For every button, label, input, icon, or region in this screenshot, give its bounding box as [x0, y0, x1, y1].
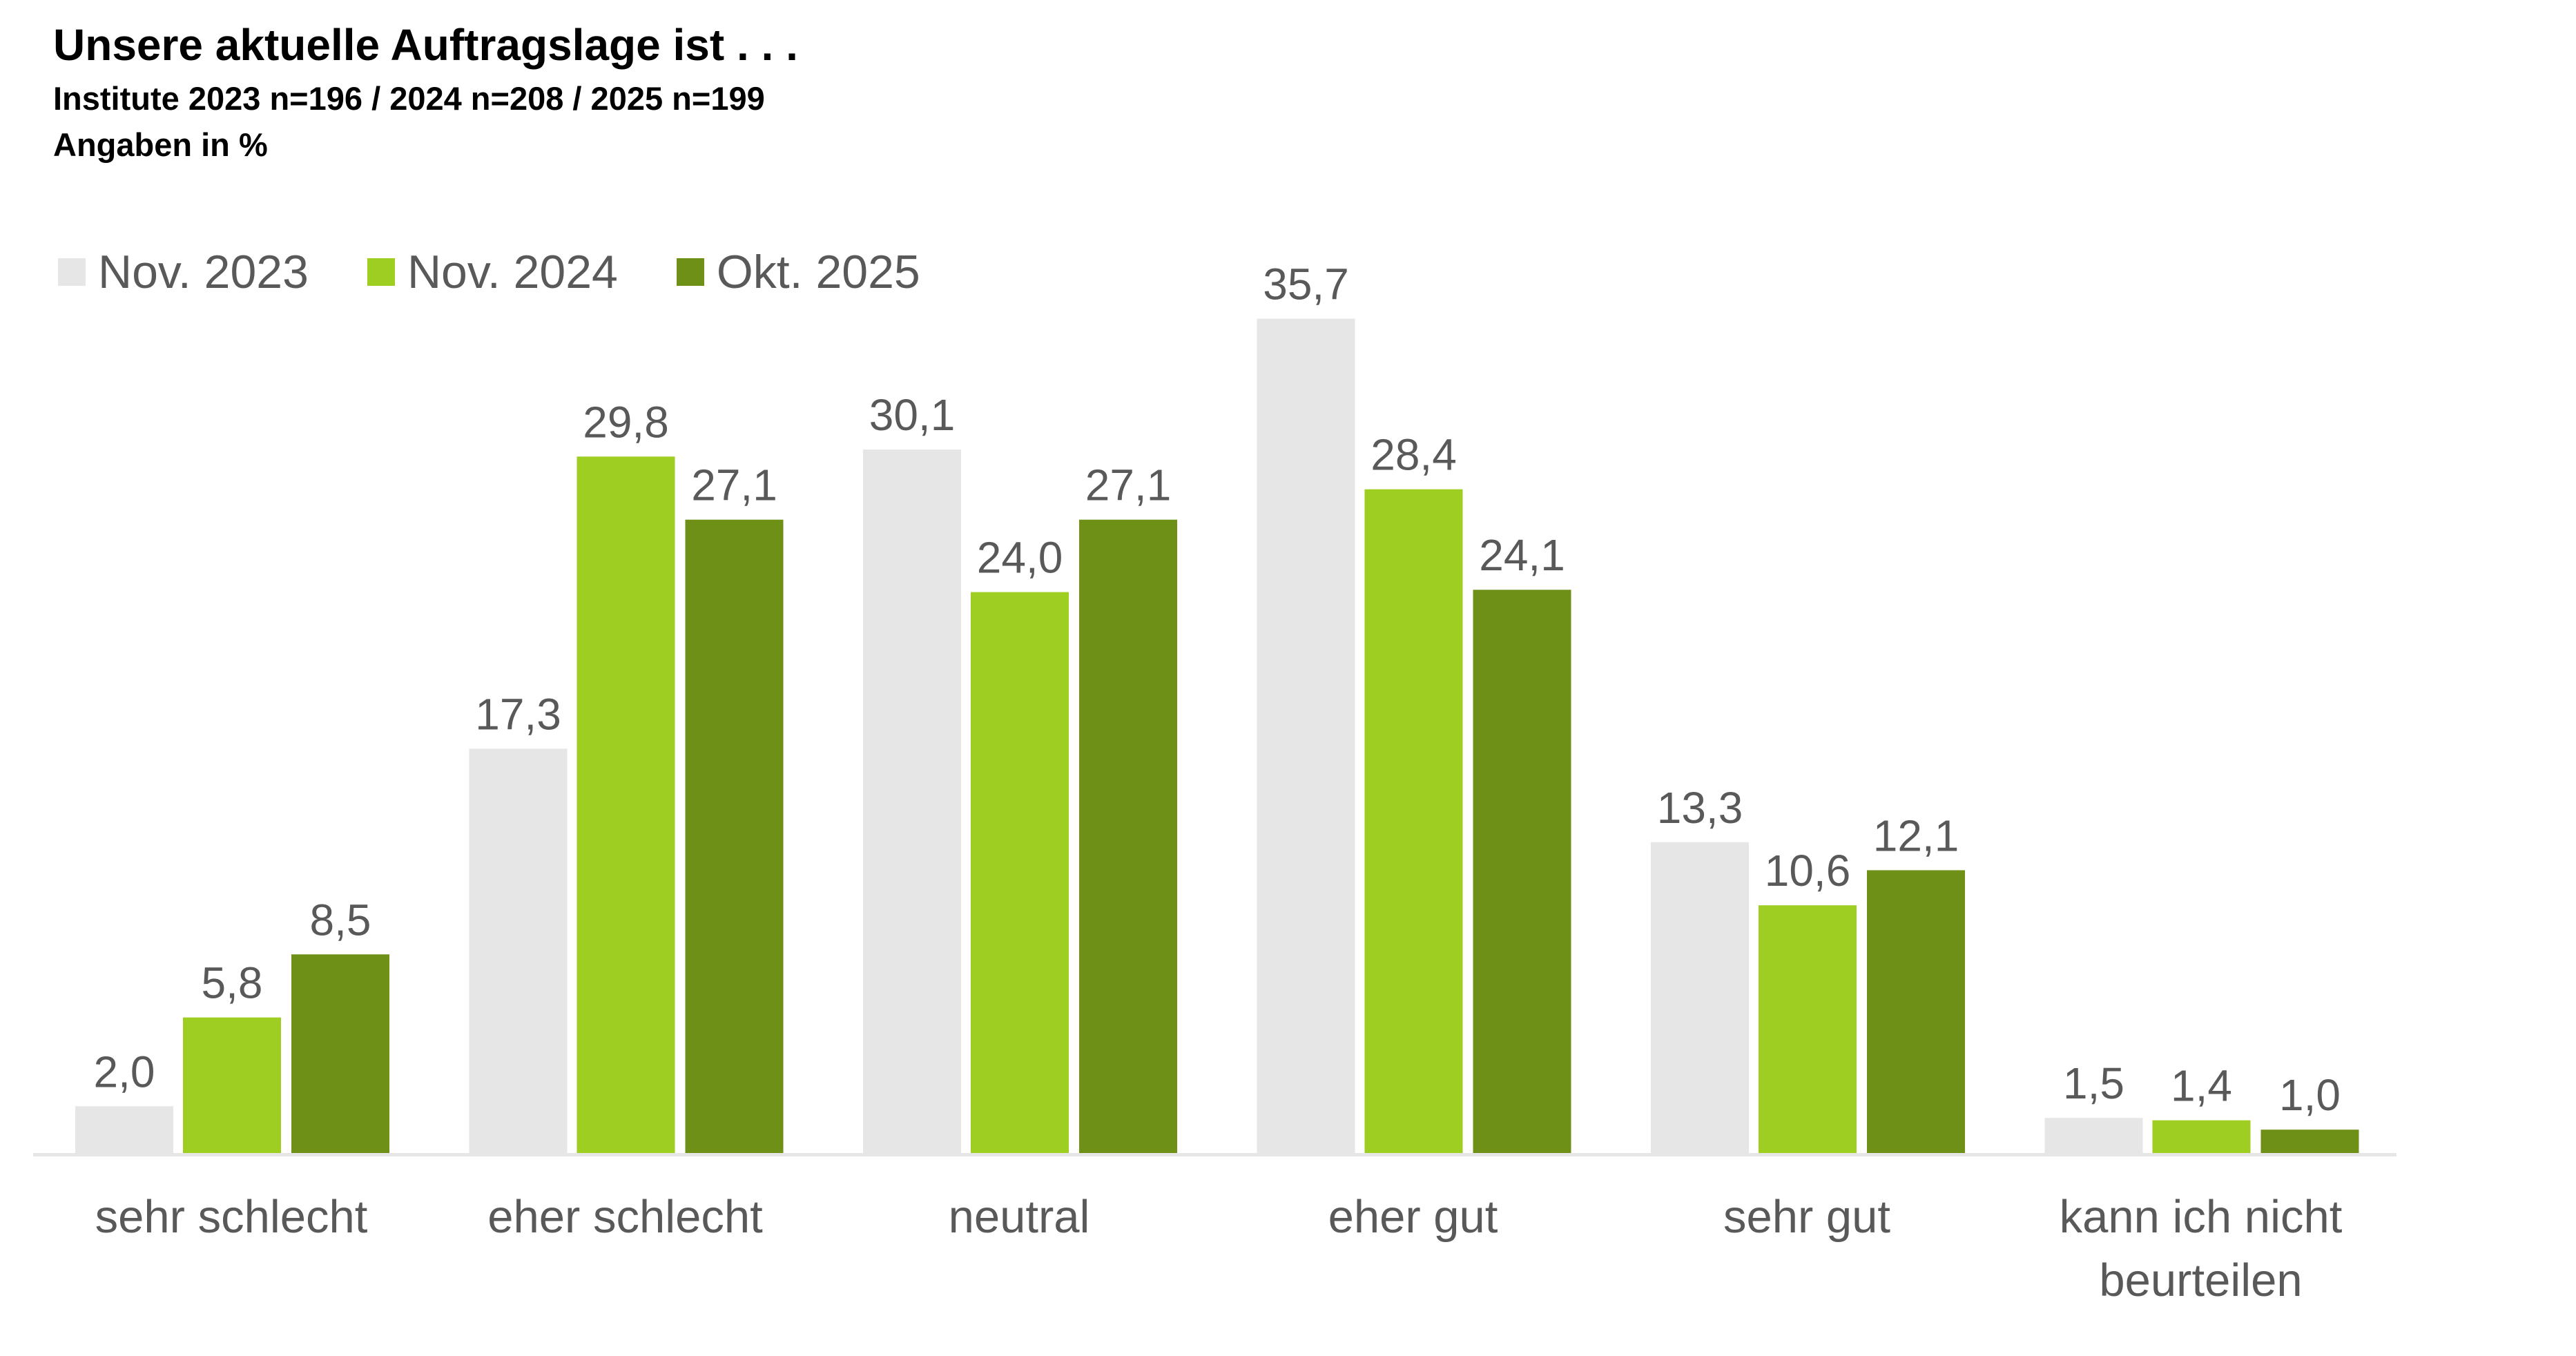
- legend: Nov. 2023 Nov. 2024 Okt. 2025: [58, 245, 920, 299]
- category-label: eher gut: [1328, 1191, 1498, 1243]
- legend-item-2024: Nov. 2024: [367, 245, 618, 299]
- data-label: 12,1: [1873, 811, 1959, 860]
- bar-2-1: [685, 519, 784, 1153]
- bar-1-3: [1364, 489, 1463, 1153]
- legend-label: Nov. 2024: [407, 246, 618, 298]
- data-label: 30,1: [869, 390, 956, 440]
- bar-2-2: [1079, 519, 1177, 1153]
- data-label: 28,4: [1371, 430, 1457, 480]
- bar-2-3: [1473, 590, 1571, 1153]
- data-label: 27,1: [1085, 461, 1172, 510]
- bar-0-2: [863, 449, 961, 1153]
- bar-2-5: [2260, 1130, 2359, 1153]
- data-label: 35,7: [1263, 260, 1349, 309]
- category-label: kann ich nicht: [2060, 1191, 2343, 1243]
- bar-1-2: [971, 592, 1069, 1153]
- bar-0-0: [75, 1106, 173, 1153]
- legend-label: Okt. 2025: [716, 246, 920, 298]
- category-label: eher schlecht: [487, 1191, 763, 1243]
- bar-1-4: [1759, 905, 1857, 1153]
- bar-2-4: [1867, 870, 1965, 1153]
- legend-label: Nov. 2023: [98, 246, 309, 298]
- data-label: 2,0: [94, 1047, 155, 1096]
- bar-0-1: [469, 748, 568, 1153]
- bar-1-5: [2152, 1120, 2251, 1153]
- data-label: 10,6: [1765, 846, 1851, 895]
- legend-swatch: [58, 258, 86, 286]
- bar-0-5: [2044, 1118, 2143, 1153]
- data-label: 1,4: [2171, 1061, 2232, 1111]
- category-label: sehr schlecht: [95, 1191, 368, 1243]
- bar-2-0: [291, 954, 389, 1153]
- data-label: 8,5: [310, 895, 371, 945]
- legend-swatch: [367, 258, 395, 286]
- legend-item-2023: Nov. 2023: [58, 245, 309, 299]
- data-label: 24,1: [1479, 530, 1565, 580]
- x-axis-line: [33, 1153, 2396, 1156]
- category-label: neutral: [949, 1191, 1090, 1243]
- data-label: 27,1: [691, 461, 777, 510]
- category-label: sehr gut: [1723, 1191, 1890, 1243]
- data-label: 5,8: [202, 958, 263, 1008]
- legend-swatch: [676, 258, 704, 286]
- data-label: 29,8: [583, 397, 669, 447]
- bar-0-4: [1651, 842, 1749, 1153]
- unit-note: Angaben in %: [53, 126, 268, 163]
- bar-1-1: [577, 456, 675, 1153]
- data-label: 13,3: [1657, 783, 1743, 833]
- legend-item-2025: Okt. 2025: [676, 245, 920, 299]
- category-label: beurteilen: [2099, 1255, 2302, 1306]
- data-label: 1,0: [2279, 1070, 2341, 1120]
- data-label: 24,0: [977, 533, 1063, 583]
- data-label: 1,5: [2063, 1058, 2124, 1108]
- bar-1-0: [183, 1017, 281, 1153]
- bar-0-3: [1257, 318, 1355, 1154]
- chart-title: Unsere aktuelle Auftragslage ist . . .: [53, 20, 798, 70]
- chart-subtitle: Institute 2023 n=196 / 2024 n=208 / 2025…: [53, 80, 765, 117]
- data-label: 17,3: [475, 689, 561, 739]
